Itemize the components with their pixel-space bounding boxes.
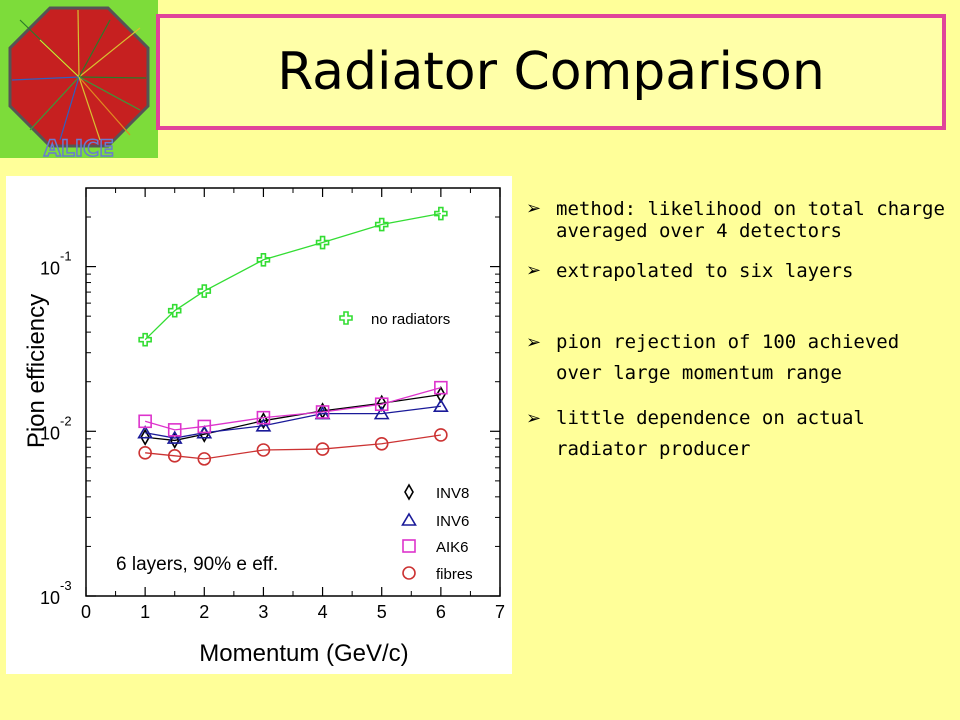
- data-point-aik6: [197, 419, 212, 434]
- y-tick-label-base: 10: [40, 423, 60, 443]
- legend-label-fibres: fibres: [436, 566, 473, 583]
- bullet-text: method: likelihood on total charge avera…: [556, 198, 945, 242]
- alice-logo-graphic: ALICE: [0, 0, 158, 163]
- series-line-inv8: [145, 393, 441, 442]
- x-tick-label: 4: [318, 602, 328, 622]
- y-tick-label-exponent: -3: [60, 578, 72, 593]
- legend-marker-inv6: [401, 512, 417, 526]
- slide-title: Radiator Comparison: [277, 42, 825, 102]
- legend-marker-aik6: [402, 539, 416, 553]
- x-tick-label: 0: [81, 602, 91, 622]
- legend-marker-no-radiators: [339, 311, 353, 325]
- chart-annotation: 6 layers, 90% e eff.: [116, 554, 278, 575]
- arrow-bullet-icon: ➢: [526, 260, 542, 281]
- x-tick-label: 3: [258, 602, 268, 622]
- legend-label-no-radiators: no radiators: [371, 311, 450, 328]
- x-tick-label: 1: [140, 602, 150, 622]
- title-box: Radiator Comparison: [156, 14, 946, 130]
- bullet-text: little dependence on actual radiator pro…: [556, 407, 865, 460]
- data-point-no-radiators: [315, 235, 330, 250]
- legend-label-inv8: INV8: [436, 485, 469, 502]
- bullet-item: ➢ little dependence on actual radiator p…: [526, 403, 946, 465]
- data-point-fibres: [434, 428, 448, 442]
- x-tick-label: 2: [199, 602, 209, 622]
- bullet-list: ➢ method: likelihood on total charge ave…: [526, 198, 946, 465]
- bullet-text: extrapolated to six layers: [556, 260, 854, 282]
- data-point-aik6: [434, 380, 448, 395]
- series-line-aik6: [144, 387, 442, 431]
- data-point-inv6: [373, 406, 390, 420]
- data-point-inv6: [432, 398, 449, 413]
- bullet-item: ➢ extrapolated to six layers: [526, 260, 946, 282]
- x-tick-label: 7: [495, 602, 505, 622]
- y-tick-label-base: 10: [40, 259, 60, 279]
- logo-text: ALICE: [44, 137, 114, 158]
- alice-logo: ALICE: [0, 0, 158, 163]
- data-point-no-radiators: [197, 284, 212, 298]
- data-point-no-radiators: [374, 217, 389, 232]
- data-point-fibres: [315, 442, 330, 456]
- data-point-inv6: [166, 430, 183, 444]
- data-point-no-radiators: [138, 332, 152, 347]
- chart-panel: 0 1 2 3 4 5 6 7 10 -3 10 -2 10 -1 no radiators INV8 INV…: [6, 176, 512, 674]
- data-point-no-radiators: [167, 303, 182, 318]
- data-point-fibres: [374, 436, 389, 451]
- data-point-fibres: [167, 448, 182, 463]
- series-line-no-radiators: [144, 212, 441, 341]
- series-line-fibres: [145, 434, 441, 460]
- data-point-inv6: [255, 418, 272, 432]
- data-point-aik6: [374, 397, 389, 412]
- x-tick-label: 5: [377, 602, 387, 622]
- arrow-bullet-icon: ➢: [526, 198, 542, 219]
- bullet-item: ➢ pion rejection of 100 achieved over la…: [526, 327, 946, 389]
- legend-marker-fibres: [402, 566, 416, 580]
- legend-marker-inv8: [404, 483, 414, 501]
- data-point-inv6: [137, 425, 154, 439]
- legend-label-inv6: INV6: [436, 513, 469, 530]
- legend-label-aik6: AIK6: [436, 539, 469, 556]
- data-point-fibres: [197, 452, 212, 466]
- data-point-aik6: [315, 405, 330, 419]
- data-point-no-radiators: [256, 252, 271, 267]
- y-tick-label-exponent: -1: [60, 249, 72, 264]
- data-point-fibres: [138, 446, 152, 460]
- y-tick-label-base: 10: [40, 588, 60, 608]
- bullet-text: pion rejection of 100 achieved over larg…: [556, 331, 900, 384]
- data-point-no-radiators: [434, 206, 448, 221]
- data-point-fibres: [256, 443, 271, 457]
- pion-efficiency-chart: 0 1 2 3 4 5 6 710-310-210-1 no radiatorsINV8INV…: [23, 187, 505, 667]
- y-tick-label-exponent: -2: [60, 413, 72, 428]
- arrow-bullet-icon: ➢: [526, 408, 542, 429]
- data-point-aik6: [167, 423, 182, 437]
- x-axis-label: Momentum (GeV/c): [199, 640, 408, 667]
- bullet-item: ➢ method: likelihood on total charge ave…: [526, 198, 946, 242]
- series-line-inv6: [145, 405, 441, 439]
- data-point-inv8: [140, 428, 151, 446]
- data-point-aik6: [256, 410, 271, 425]
- x-tick-label: 6: [436, 602, 446, 622]
- data-point-aik6: [138, 414, 152, 429]
- arrow-bullet-icon: ➢: [526, 332, 542, 353]
- y-axis-label: Pion efficiency: [23, 294, 50, 448]
